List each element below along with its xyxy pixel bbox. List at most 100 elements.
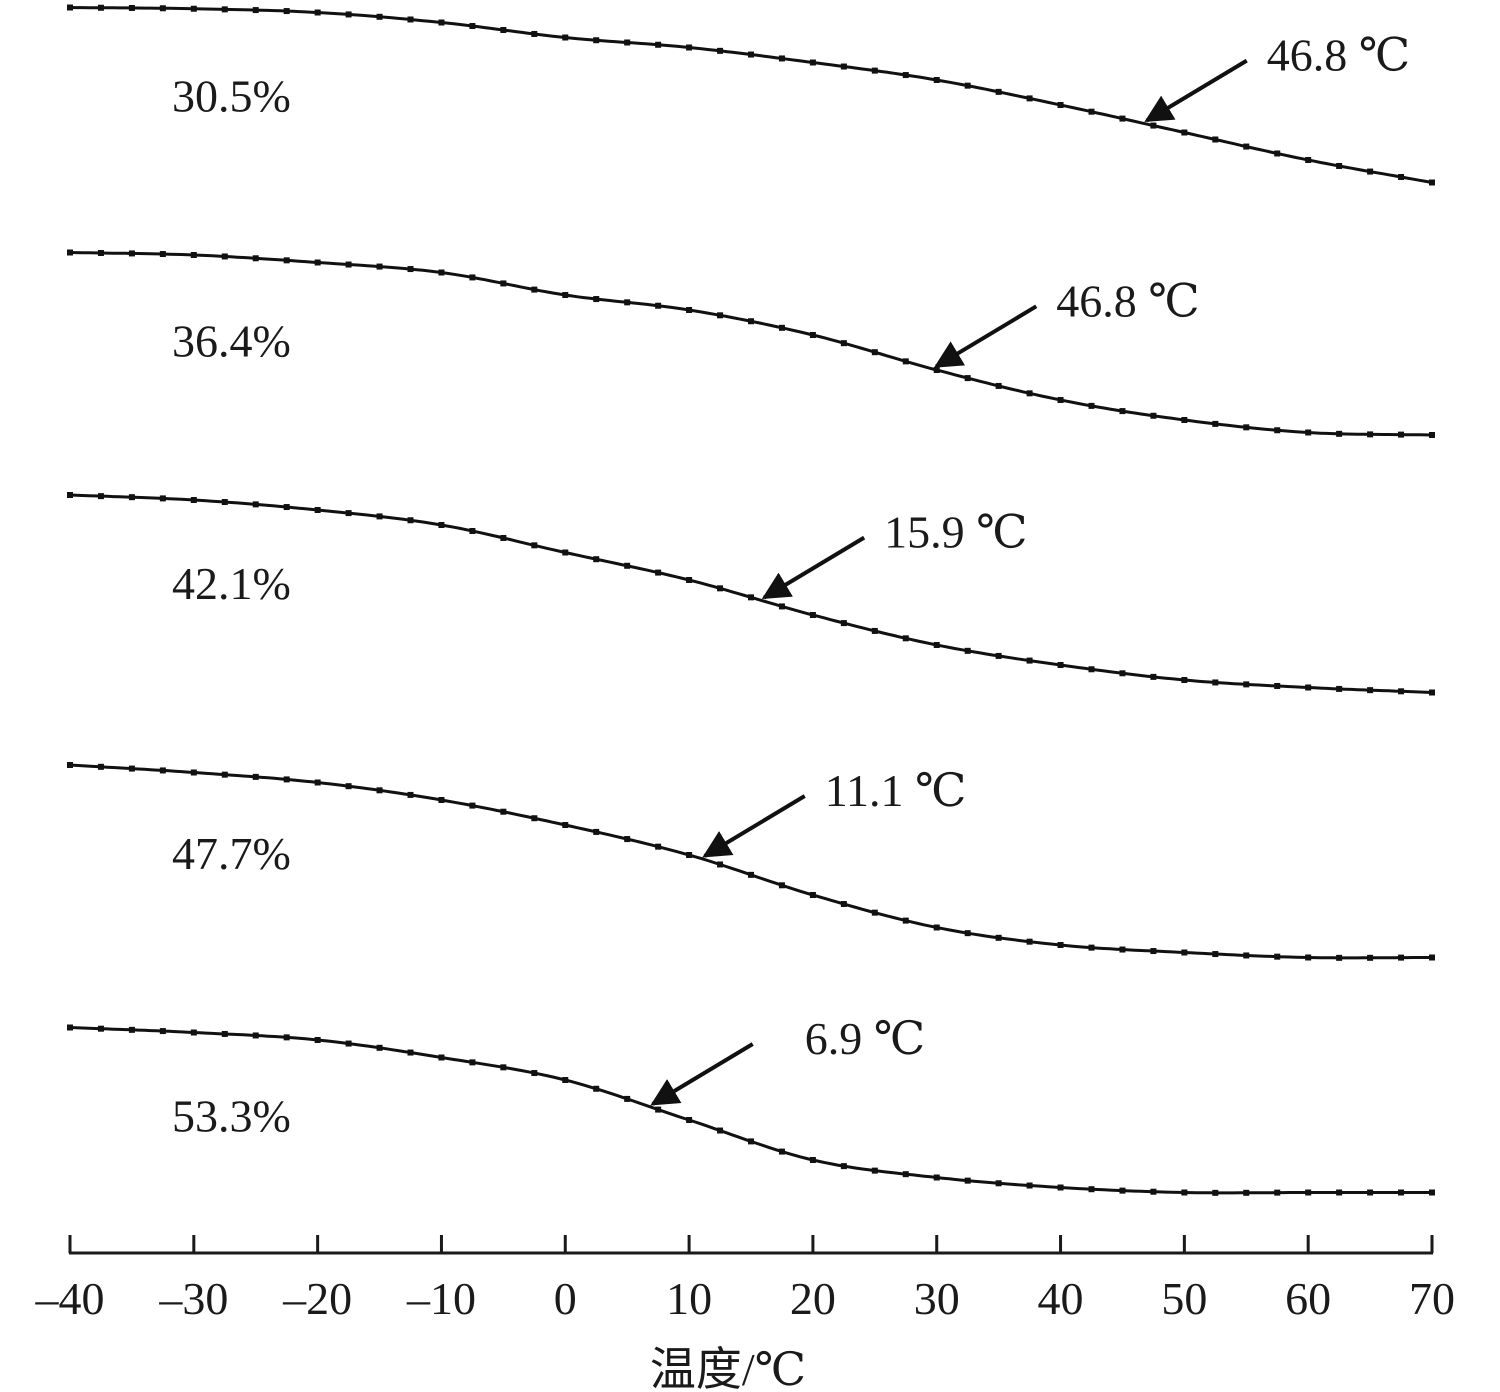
annotation-arrow [702, 794, 806, 858]
data-point-marker [1181, 949, 1188, 956]
data-point-marker [933, 367, 940, 373]
data-point-marker [1026, 95, 1033, 102]
data-point-marker [902, 1171, 909, 1178]
data-point-marker [809, 612, 816, 618]
data-point-marker [902, 358, 909, 365]
data-point-marker [283, 257, 290, 264]
data-point-marker [871, 67, 878, 74]
data-point-marker [902, 917, 909, 924]
data-point-marker [1398, 431, 1405, 438]
data-point-marker [469, 274, 476, 281]
data-point-marker [778, 324, 785, 331]
data-point-marker [686, 307, 693, 313]
data-point-marker [252, 7, 259, 14]
data-point-marker [1057, 942, 1064, 948]
data-point-marker [717, 861, 724, 868]
data-point-marker [964, 375, 971, 382]
data-point-marker [624, 39, 631, 46]
data-point-marker [624, 1095, 631, 1102]
data-point-marker [531, 1070, 538, 1077]
data-point-marker [1181, 1189, 1188, 1196]
data-point-marker [283, 1034, 290, 1041]
curves: 30.5% 36.4% 42.1% 47.7% 53.3% [67, 4, 1435, 1196]
data-point-marker [469, 1059, 476, 1066]
data-point-marker [624, 836, 631, 843]
data-point-marker [221, 1030, 228, 1037]
data-point-marker [995, 652, 1002, 659]
data-point-marker [345, 510, 352, 517]
annotation-arrow [1144, 58, 1248, 123]
data-point-marker [221, 499, 228, 506]
x-axis-label: 温度/℃ [650, 1344, 806, 1392]
data-point-marker [1367, 954, 1374, 961]
data-point-marker [1398, 954, 1405, 961]
data-point-marker [717, 312, 724, 319]
x-tick-label: 30 [914, 1273, 960, 1324]
data-point-marker [1088, 666, 1095, 673]
data-point-marker [1150, 122, 1157, 129]
x-tick-label: –40 [35, 1273, 105, 1324]
data-point-marker [128, 1026, 135, 1033]
data-point-marker [748, 51, 754, 58]
data-point-marker [159, 1028, 166, 1035]
series-42.1%: 42.1% [67, 492, 1435, 696]
data-point-marker [1274, 427, 1281, 434]
data-point-marker [1305, 429, 1312, 436]
data-point-marker [593, 1085, 600, 1092]
data-point-marker [407, 517, 414, 524]
data-point-marker [562, 549, 569, 556]
data-point-marker [67, 762, 73, 768]
data-point-marker [531, 30, 538, 37]
data-point-marker [314, 9, 321, 16]
annotation-arrow [933, 304, 1038, 369]
annotation-label: 46.8 ℃ [1056, 275, 1199, 326]
data-point-marker [1026, 1182, 1033, 1189]
data-point-marker [531, 286, 538, 293]
data-point-marker [531, 542, 538, 549]
data-point-marker [1274, 150, 1281, 157]
data-point-marker [902, 635, 909, 642]
x-tick-label: 10 [666, 1273, 712, 1324]
data-point-marker [871, 349, 878, 356]
data-point-marker [314, 507, 321, 513]
data-point-marker [1150, 673, 1157, 680]
data-point-marker [964, 82, 971, 89]
data-point-marker [809, 1157, 816, 1163]
x-tick-label: 20 [790, 1273, 836, 1324]
data-point-marker [407, 1049, 414, 1056]
data-point-marker [995, 934, 1002, 941]
x-tick-label: –10 [406, 1273, 476, 1324]
x-tick-label: 0 [554, 1273, 577, 1324]
data-point-marker [190, 1029, 197, 1036]
data-point-marker [1088, 944, 1095, 951]
data-point-marker [376, 263, 383, 270]
data-point-marker [97, 4, 104, 11]
data-point-marker [778, 55, 785, 62]
data-point-marker [748, 594, 754, 601]
series-label: 30.5% [172, 71, 291, 122]
data-point-marker [964, 1177, 971, 1184]
data-point-marker [1336, 430, 1343, 437]
data-point-marker [97, 250, 104, 257]
data-point-marker [128, 4, 135, 11]
data-point-marker [655, 843, 662, 850]
data-point-marker [314, 1037, 321, 1043]
data-point-marker [655, 302, 662, 309]
data-point-marker [1305, 157, 1312, 163]
data-point-marker [840, 620, 847, 627]
x-tick-label: –20 [282, 1273, 352, 1324]
data-point-marker [655, 41, 662, 48]
series-label: 42.1% [172, 558, 291, 609]
data-point-marker [1150, 1188, 1157, 1195]
data-point-marker [1429, 432, 1435, 438]
data-point-marker [871, 1167, 878, 1174]
data-point-marker [562, 822, 569, 828]
data-point-marker [778, 603, 785, 610]
data-point-marker [1429, 689, 1435, 696]
data-point-marker [128, 494, 135, 501]
data-point-marker [593, 556, 600, 563]
data-point-marker [562, 292, 569, 298]
data-point-marker [1243, 424, 1250, 431]
data-point-marker [964, 647, 971, 654]
